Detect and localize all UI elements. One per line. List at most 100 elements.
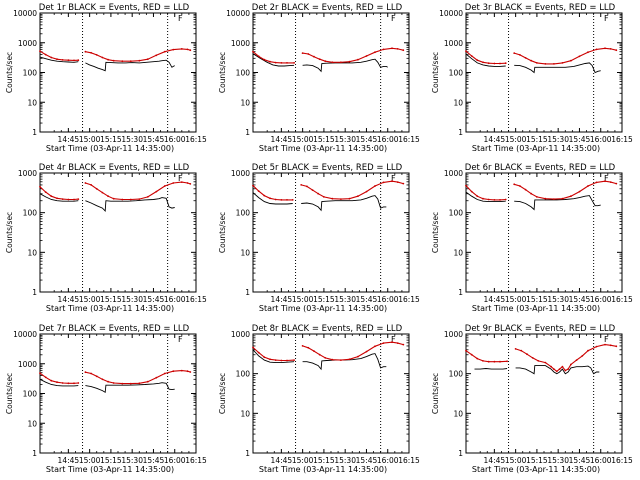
x-tick-label: 15:15	[526, 456, 548, 465]
y-tick-label: 1	[458, 449, 463, 458]
chart-title: Det 1r BLACK = Events, RED = LLD	[39, 3, 190, 13]
series-point-red	[615, 345, 618, 348]
series-point-red	[172, 48, 175, 51]
x-tick-label: 15:45	[143, 456, 165, 465]
x-tick-label: 16:15	[611, 456, 633, 465]
x-tick-label: 16:15	[185, 295, 207, 304]
x-tick-label: 15:00	[79, 135, 101, 144]
series-point-red	[595, 48, 598, 51]
series-line-red	[39, 186, 79, 201]
series-point-red	[482, 197, 484, 200]
y-tick-label: 100	[23, 390, 38, 399]
x-tick-label: 15:30	[121, 135, 143, 144]
series-point-red	[587, 349, 589, 352]
series-point-red	[578, 190, 581, 193]
series-point-red	[357, 58, 359, 61]
series-point-red	[357, 355, 359, 358]
series-point-red	[121, 382, 124, 385]
series-point-red	[365, 55, 368, 57]
chart-title: Det 4r BLACK = Events, RED = LLD	[39, 163, 190, 173]
series-point-red	[531, 357, 534, 359]
x-tick-label: 16:15	[398, 295, 420, 304]
series-point-red	[550, 365, 552, 368]
x-tick-label: 14:45	[58, 135, 80, 144]
series-line-black	[474, 368, 508, 370]
x-tick-label: 15:30	[121, 295, 143, 304]
series-line-black	[301, 195, 387, 212]
series-point-red	[402, 343, 405, 346]
series-point-red	[112, 197, 115, 200]
x-tick-label: 16:15	[185, 135, 207, 144]
series-point-red	[470, 55, 473, 57]
x-tick-label: 15:30	[334, 135, 356, 144]
chart-panel-1: Det 1r BLACK = Events, RED = LLD 1 10 100 10…	[5, 3, 207, 153]
series-point-red	[506, 360, 508, 363]
series-point-red	[340, 359, 342, 361]
series-point-red	[107, 58, 109, 61]
x-tick-label: 14:45	[58, 295, 80, 304]
y-tick-label: 10	[240, 248, 250, 257]
series-point-red	[567, 368, 569, 370]
x-tick-label: 16:00	[590, 135, 612, 144]
series-point-red	[155, 376, 158, 379]
chart-title: Det 6r BLACK = Events, RED = LLD	[465, 163, 616, 173]
series-point-red	[520, 349, 523, 352]
x-tick-label: 15:45	[143, 135, 165, 144]
x-tick-label: 15:45	[356, 135, 378, 144]
y-tick-label: 1	[458, 288, 463, 297]
series-point-red	[526, 353, 528, 356]
series-point-red	[146, 196, 149, 198]
series-point-red	[107, 380, 109, 383]
series-point-red	[487, 360, 490, 363]
series-point-red	[263, 58, 266, 61]
series-point-red	[348, 60, 351, 63]
y-tick-label: 1	[245, 128, 250, 137]
series-point-red	[84, 182, 87, 184]
series-point-red	[536, 62, 538, 64]
plot-frame	[252, 333, 410, 454]
y-tick-label: 10000	[13, 9, 37, 18]
series-point-red	[476, 357, 479, 360]
series-point-red	[274, 198, 277, 201]
x-tick-label: 16:15	[611, 295, 633, 304]
series-point-red	[67, 382, 70, 385]
chart-panel-2: Det 2r BLACK = Events, RED = LLD 1 10 100 10…	[218, 3, 420, 153]
chart-title: Det 8r BLACK = Events, RED = LLD	[252, 324, 403, 334]
x-tick-label: 15:00	[505, 135, 527, 144]
y-tick-label: 100	[23, 69, 38, 78]
series-point-red	[331, 358, 334, 361]
series-point-red	[499, 62, 501, 65]
series-point-red	[138, 382, 141, 385]
series-point-red	[189, 183, 192, 185]
series-point-red	[374, 51, 376, 54]
series-point-red	[180, 181, 183, 184]
series-line-black	[465, 191, 506, 203]
x-tick-label: 16:00	[164, 135, 186, 144]
plot-frame	[465, 12, 623, 133]
series-point-red	[286, 359, 288, 362]
series-line-red	[514, 47, 617, 65]
series-point-red	[374, 345, 376, 348]
x-tick-label: 15:15	[526, 135, 548, 144]
series-point-red	[391, 180, 393, 183]
x-tick-label: 14:45	[271, 135, 293, 144]
series-line-black	[85, 197, 175, 213]
series-point-red	[536, 196, 538, 198]
y-tick-label: 100	[236, 370, 251, 379]
y-axis-label: Counts/sec	[5, 373, 14, 414]
y-tick-label: 1000	[18, 169, 37, 178]
series-point-red	[138, 59, 141, 62]
plot-frame	[465, 172, 623, 293]
series-point-red	[189, 371, 192, 373]
series-point-red	[311, 189, 314, 192]
x-tick-label: 16:00	[377, 456, 399, 465]
series-point-red	[61, 198, 64, 201]
y-tick-label: 10	[27, 98, 37, 107]
series-point-red	[73, 198, 75, 201]
y-axis-label: Counts/sec	[218, 373, 227, 414]
series-point-red	[313, 350, 315, 352]
x-tick-label: 15:15	[313, 135, 335, 144]
series-point-red	[301, 345, 304, 347]
series-point-red	[121, 60, 124, 63]
series-point-red	[129, 382, 132, 385]
